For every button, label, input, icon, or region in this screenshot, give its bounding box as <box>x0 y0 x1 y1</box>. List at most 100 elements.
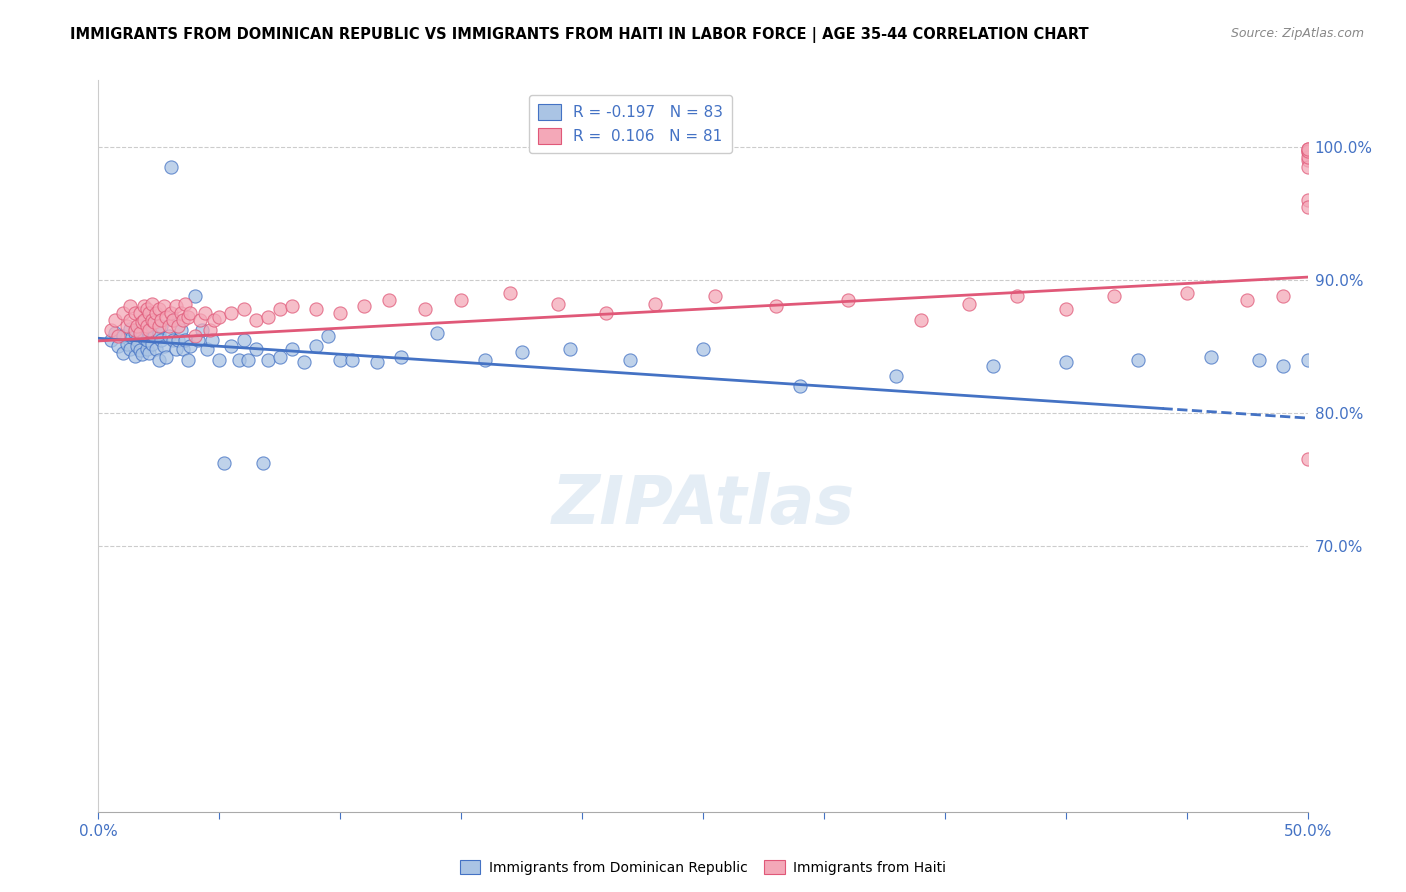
Text: ZIPAtlas: ZIPAtlas <box>551 472 855 538</box>
Point <box>281 299 304 313</box>
Point <box>162 333 184 347</box>
Point <box>1296 352 1319 367</box>
Point <box>141 336 163 351</box>
Point <box>232 301 254 316</box>
Point <box>377 293 399 307</box>
Point <box>201 333 224 347</box>
Point <box>316 328 339 343</box>
Point <box>134 299 156 313</box>
Point <box>329 352 352 367</box>
Point <box>1054 355 1077 369</box>
Point <box>150 312 173 326</box>
Point <box>165 342 187 356</box>
Point <box>1296 153 1319 167</box>
Point <box>148 326 170 340</box>
Point <box>232 333 254 347</box>
Point <box>128 323 150 337</box>
Point <box>157 319 180 334</box>
Point <box>169 306 191 320</box>
Point <box>141 319 163 334</box>
Point <box>292 355 315 369</box>
Point <box>155 350 177 364</box>
Point <box>131 347 153 361</box>
Point <box>221 306 243 320</box>
Point <box>837 293 859 307</box>
Point <box>118 299 141 313</box>
Point <box>172 312 194 326</box>
Point <box>1249 352 1271 367</box>
Point <box>245 312 267 326</box>
Point <box>177 352 200 367</box>
Point <box>910 312 932 326</box>
Point <box>111 346 134 360</box>
Point <box>366 355 388 369</box>
Point <box>148 301 170 316</box>
Point <box>127 339 149 353</box>
Point <box>107 328 129 343</box>
Point <box>595 306 617 320</box>
Point <box>128 343 150 358</box>
Text: IMMIGRANTS FROM DOMINICAN REPUBLIC VS IMMIGRANTS FROM HAITI IN LABOR FORCE | AGE: IMMIGRANTS FROM DOMINICAN REPUBLIC VS IM… <box>70 27 1088 43</box>
Point <box>104 326 127 340</box>
Point <box>353 299 375 313</box>
Point <box>1296 452 1319 467</box>
Point <box>1296 143 1319 157</box>
Point <box>228 352 250 367</box>
Point <box>245 342 267 356</box>
Point <box>135 333 157 347</box>
Point <box>1236 293 1258 307</box>
Point <box>111 328 134 343</box>
Point <box>152 299 174 313</box>
Point <box>148 319 170 334</box>
Point <box>1296 144 1319 158</box>
Point <box>1296 150 1319 164</box>
Point <box>143 315 166 329</box>
Legend: R = -0.197   N = 83, R =  0.106   N = 81: R = -0.197 N = 83, R = 0.106 N = 81 <box>529 95 733 153</box>
Point <box>118 322 141 336</box>
Point <box>510 344 533 359</box>
Point <box>1272 359 1295 374</box>
Point <box>131 315 153 329</box>
Point <box>1296 160 1319 174</box>
Point <box>1175 286 1198 301</box>
Point <box>169 323 191 337</box>
Point <box>127 319 149 334</box>
Point <box>117 336 139 351</box>
Point <box>117 319 139 334</box>
Point <box>155 310 177 324</box>
Point <box>1296 145 1319 160</box>
Point <box>188 312 211 326</box>
Point <box>141 312 163 326</box>
Point <box>160 306 183 320</box>
Point <box>474 352 496 367</box>
Point <box>238 352 260 367</box>
Point <box>128 326 150 340</box>
Text: Source: ZipAtlas.com: Source: ZipAtlas.com <box>1230 27 1364 40</box>
Point <box>100 333 122 347</box>
Point <box>426 326 449 340</box>
Point <box>145 342 167 356</box>
Point <box>179 306 201 320</box>
Point <box>184 328 207 343</box>
Point <box>413 301 436 316</box>
Point <box>135 342 157 356</box>
Point <box>167 319 190 334</box>
Point <box>1272 289 1295 303</box>
Point <box>131 328 153 343</box>
Point <box>208 310 231 324</box>
Point <box>124 349 146 363</box>
Point <box>150 319 173 334</box>
Point <box>1296 200 1319 214</box>
Point <box>167 333 190 347</box>
Point <box>135 319 157 334</box>
Point <box>269 350 291 364</box>
Point <box>498 286 520 301</box>
Point <box>124 306 146 320</box>
Point <box>118 342 141 356</box>
Point <box>212 456 235 470</box>
Point <box>558 342 581 356</box>
Point <box>450 293 472 307</box>
Point <box>148 352 170 367</box>
Point <box>172 342 194 356</box>
Point <box>184 289 207 303</box>
